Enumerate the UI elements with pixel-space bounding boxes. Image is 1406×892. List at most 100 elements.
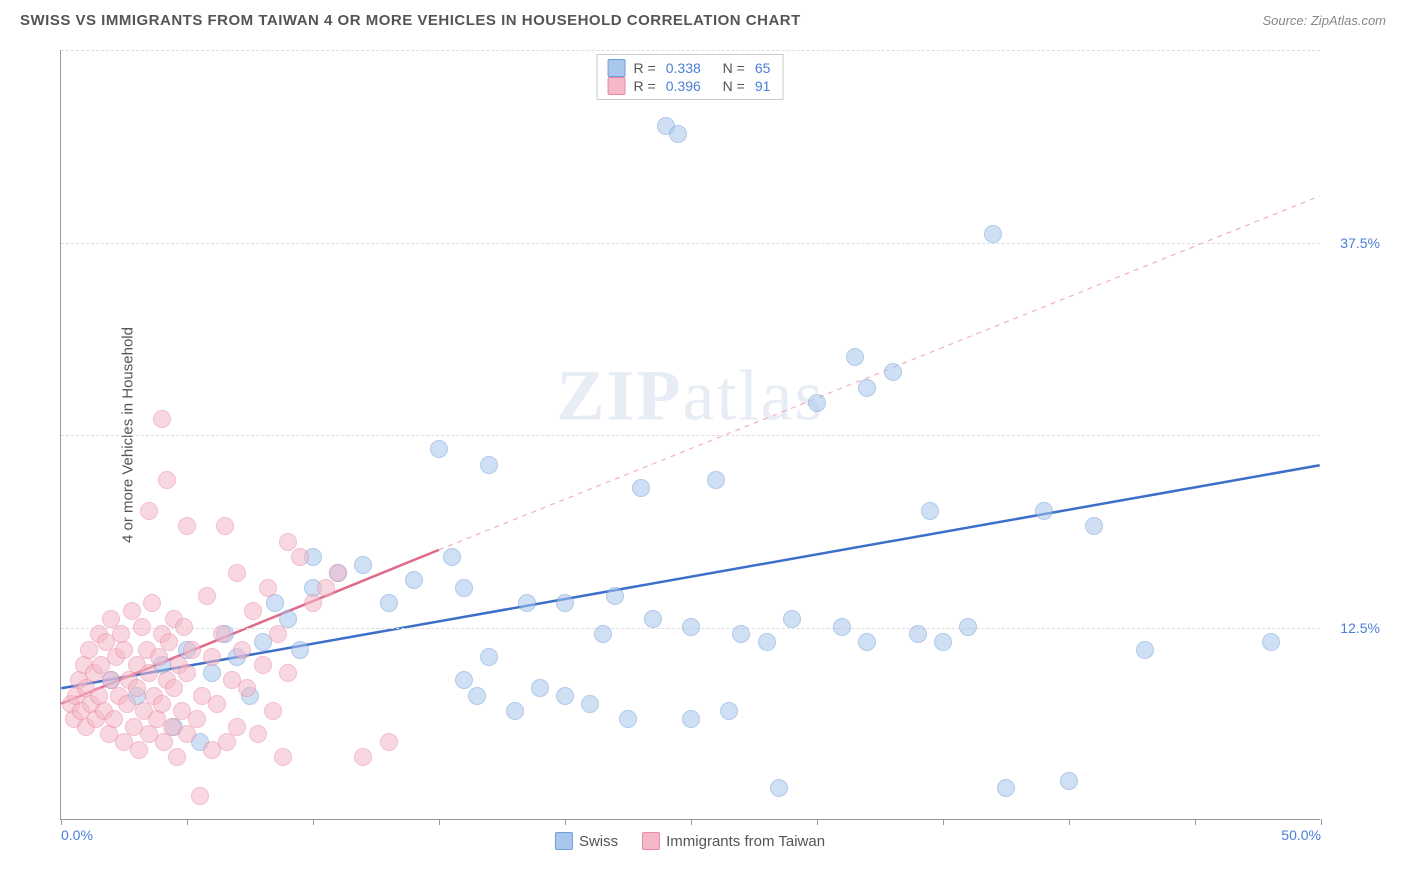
plot-container: 4 or more Vehicles in Household ZIPatlas… xyxy=(60,50,1320,820)
x-tick-mark xyxy=(691,819,692,825)
data-point-taiwan xyxy=(380,733,398,751)
gridline xyxy=(61,50,1320,51)
data-point-taiwan xyxy=(317,579,335,597)
data-point-taiwan xyxy=(269,625,287,643)
data-point-swiss xyxy=(291,641,309,659)
data-point-taiwan xyxy=(155,733,173,751)
data-point-taiwan xyxy=(178,725,196,743)
legend-swatch-taiwan xyxy=(642,832,660,850)
data-point-taiwan xyxy=(274,748,292,766)
data-point-swiss xyxy=(909,625,927,643)
r-label: R = xyxy=(634,60,656,76)
data-point-taiwan xyxy=(244,602,262,620)
data-point-taiwan xyxy=(279,664,297,682)
data-point-swiss xyxy=(770,779,788,797)
plot-area: ZIPatlas 12.5%37.5%0.0%50.0% xyxy=(60,50,1320,820)
legend-label-swiss: Swiss xyxy=(579,833,618,850)
bottom-legend: Swiss Immigrants from Taiwan xyxy=(555,832,825,850)
data-point-swiss xyxy=(682,618,700,636)
y-tick-label: 12.5% xyxy=(1340,620,1380,636)
data-point-taiwan xyxy=(216,517,234,535)
x-tick-mark xyxy=(313,819,314,825)
r-value-taiwan: 0.396 xyxy=(666,78,701,94)
data-point-swiss xyxy=(720,702,738,720)
data-point-taiwan xyxy=(254,656,272,674)
data-point-taiwan xyxy=(118,695,136,713)
legend-item-swiss: Swiss xyxy=(555,832,618,850)
data-point-swiss xyxy=(518,594,536,612)
data-point-swiss xyxy=(354,556,372,574)
data-point-taiwan xyxy=(203,648,221,666)
gridline xyxy=(61,243,1320,244)
data-point-taiwan xyxy=(115,641,133,659)
r-label: R = xyxy=(634,78,656,94)
data-point-taiwan xyxy=(140,502,158,520)
x-tick-mark xyxy=(565,819,566,825)
title-bar: SWISS VS IMMIGRANTS FROM TAIWAN 4 OR MOR… xyxy=(20,12,1386,29)
data-point-swiss xyxy=(556,687,574,705)
data-point-swiss xyxy=(1085,517,1103,535)
data-point-taiwan xyxy=(183,641,201,659)
data-point-taiwan xyxy=(178,664,196,682)
data-point-taiwan xyxy=(165,679,183,697)
data-point-taiwan xyxy=(140,664,158,682)
data-point-taiwan xyxy=(143,594,161,612)
data-point-swiss xyxy=(480,456,498,474)
source-label: Source: ZipAtlas.com xyxy=(1262,13,1386,28)
x-tick-mark xyxy=(187,819,188,825)
data-point-swiss xyxy=(732,625,750,643)
x-tick-label: 50.0% xyxy=(1281,827,1321,843)
data-point-swiss xyxy=(203,664,221,682)
data-point-swiss xyxy=(707,471,725,489)
data-point-swiss xyxy=(468,687,486,705)
data-point-taiwan xyxy=(259,579,277,597)
x-tick-label: 0.0% xyxy=(61,827,93,843)
data-point-swiss xyxy=(581,695,599,713)
data-point-taiwan xyxy=(188,710,206,728)
swatch-taiwan xyxy=(608,77,626,95)
swatch-swiss xyxy=(608,59,626,77)
data-point-swiss xyxy=(669,125,687,143)
trend-line xyxy=(439,196,1320,550)
stats-row-taiwan: R = 0.396 N = 91 xyxy=(608,77,773,95)
data-point-taiwan xyxy=(329,564,347,582)
data-point-swiss xyxy=(556,594,574,612)
data-point-swiss xyxy=(921,502,939,520)
x-tick-mark xyxy=(943,819,944,825)
data-point-taiwan xyxy=(228,718,246,736)
data-point-taiwan xyxy=(264,702,282,720)
x-tick-mark xyxy=(439,819,440,825)
n-value-taiwan: 91 xyxy=(755,78,771,94)
data-point-taiwan xyxy=(133,618,151,636)
data-point-swiss xyxy=(884,363,902,381)
data-point-swiss xyxy=(1035,502,1053,520)
data-point-swiss xyxy=(455,671,473,689)
data-point-taiwan xyxy=(213,625,231,643)
data-point-swiss xyxy=(833,618,851,636)
r-value-swiss: 0.338 xyxy=(666,60,701,76)
data-point-swiss xyxy=(405,571,423,589)
data-point-taiwan xyxy=(354,748,372,766)
data-point-swiss xyxy=(858,633,876,651)
data-point-swiss xyxy=(455,579,473,597)
data-point-taiwan xyxy=(178,517,196,535)
data-point-swiss xyxy=(594,625,612,643)
data-point-swiss xyxy=(783,610,801,628)
x-tick-mark xyxy=(61,819,62,825)
x-tick-mark xyxy=(1069,819,1070,825)
data-point-taiwan xyxy=(153,410,171,428)
legend-swatch-swiss xyxy=(555,832,573,850)
data-point-swiss xyxy=(858,379,876,397)
data-point-taiwan xyxy=(279,533,297,551)
data-point-swiss xyxy=(380,594,398,612)
data-point-taiwan xyxy=(233,641,251,659)
data-point-swiss xyxy=(619,710,637,728)
x-tick-mark xyxy=(817,819,818,825)
data-point-taiwan xyxy=(105,710,123,728)
data-point-swiss xyxy=(959,618,977,636)
chart-title: SWISS VS IMMIGRANTS FROM TAIWAN 4 OR MOR… xyxy=(20,12,801,29)
data-point-taiwan xyxy=(175,618,193,636)
data-point-swiss xyxy=(506,702,524,720)
data-point-swiss xyxy=(644,610,662,628)
data-point-taiwan xyxy=(198,587,216,605)
